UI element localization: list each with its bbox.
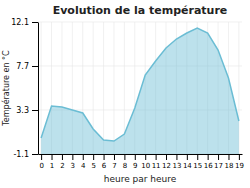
x-tick-mark xyxy=(52,154,53,160)
x-tick-label: 1 xyxy=(50,162,54,170)
x-tick-label: 5 xyxy=(91,162,95,170)
x-tick-label: 18 xyxy=(225,162,234,170)
x-tick-label: 15 xyxy=(193,162,202,170)
x-tick: 13 xyxy=(172,154,181,170)
x-tick: 18 xyxy=(225,154,234,170)
x-tick-label: 11 xyxy=(152,162,161,170)
x-tick-mark xyxy=(187,154,188,160)
grid xyxy=(38,22,242,154)
x-tick-mark xyxy=(114,154,115,160)
x-tick-mark xyxy=(145,154,146,160)
x-tick-label: 0 xyxy=(39,162,43,170)
x-tick-mark xyxy=(72,154,73,160)
x-tick-mark xyxy=(239,154,240,160)
x-tick-label: 13 xyxy=(172,162,181,170)
x-tick-label: 9 xyxy=(133,162,137,170)
line xyxy=(41,28,239,141)
y-tick-mark xyxy=(32,66,38,67)
x-tick-mark xyxy=(41,154,42,160)
x-tick-mark xyxy=(104,154,105,160)
x-tick: 16 xyxy=(204,154,213,170)
y-tick-mark xyxy=(32,154,38,155)
x-tick-mark xyxy=(166,154,167,160)
grid-line xyxy=(113,22,114,154)
x-tick: 10 xyxy=(141,154,150,170)
x-tick-label: 2 xyxy=(60,162,64,170)
x-tick: 7 xyxy=(112,154,116,170)
x-tick: 19 xyxy=(235,154,244,170)
x-tick: 5 xyxy=(91,154,95,170)
area xyxy=(41,28,239,154)
x-tick: 17 xyxy=(214,154,223,170)
x-tick-label: 4 xyxy=(81,162,86,170)
y-tick-label: 7.7 xyxy=(16,62,29,71)
x-tick-mark xyxy=(135,154,136,160)
y-tick: -1.1 xyxy=(13,150,38,159)
x-tick-label: 12 xyxy=(162,162,171,170)
x-tick-label: 17 xyxy=(214,162,223,170)
x-tick-mark xyxy=(93,154,94,160)
y-tick: 12.1 xyxy=(11,18,38,27)
x-tick-mark xyxy=(83,154,84,160)
x-tick: 11 xyxy=(152,154,161,170)
x-tick-mark xyxy=(197,154,198,160)
x-tick: 12 xyxy=(162,154,171,170)
x-axis: 012345678910111213141516171819 xyxy=(39,154,244,170)
y-tick: 3.3 xyxy=(16,106,38,115)
x-tick-label: 7 xyxy=(112,162,116,170)
x-tick-label: 14 xyxy=(183,162,192,170)
x-tick: 6 xyxy=(102,154,107,170)
x-tick-label: 8 xyxy=(123,162,127,170)
x-tick-label: 19 xyxy=(235,162,244,170)
marks xyxy=(41,28,239,154)
title: Evolution de la température xyxy=(53,4,228,17)
grid-line xyxy=(38,22,242,23)
grid-line xyxy=(103,22,104,154)
x-tick: 2 xyxy=(60,154,64,170)
x-tick: 3 xyxy=(71,154,75,170)
y-tick-mark xyxy=(32,22,38,23)
y-tick-label: 12.1 xyxy=(11,18,29,27)
x-tick-label: 10 xyxy=(141,162,150,170)
y-tick-label: 3.3 xyxy=(16,106,29,115)
x-tick-mark xyxy=(208,154,209,160)
x-tick-mark xyxy=(218,154,219,160)
x-axis-line xyxy=(39,154,243,155)
x-tick-label: 16 xyxy=(204,162,213,170)
x-tick: 1 xyxy=(50,154,54,170)
x-tick-label: 6 xyxy=(102,162,107,170)
x-tick: 14 xyxy=(183,154,192,170)
x-tick-mark xyxy=(156,154,157,160)
x-tick-mark xyxy=(124,154,125,160)
x-tick-label: 3 xyxy=(71,162,75,170)
x-tick: 4 xyxy=(81,154,86,170)
grid-line xyxy=(41,22,42,154)
chart: 012345678910111213141516171819-1.13.37.7… xyxy=(0,0,250,188)
y-axis-title: Température en °C xyxy=(1,50,11,127)
x-tick: 8 xyxy=(123,154,127,170)
y-axis-line xyxy=(38,23,39,155)
plot: 012345678910111213141516171819-1.13.37.7… xyxy=(11,18,244,170)
y-tick-mark xyxy=(32,110,38,111)
x-tick: 0 xyxy=(39,154,43,170)
y-tick-label: -1.1 xyxy=(13,150,29,159)
y-tick: 7.7 xyxy=(16,62,38,71)
y-axis: -1.1 3.3 7.7 12.1 xyxy=(11,18,38,159)
x-tick-mark xyxy=(228,154,229,160)
x-tick: 15 xyxy=(193,154,202,170)
x-tick-mark xyxy=(176,154,177,160)
x-axis-title: heure par heure xyxy=(104,174,177,184)
x-tick-mark xyxy=(62,154,63,160)
x-tick: 9 xyxy=(133,154,137,170)
